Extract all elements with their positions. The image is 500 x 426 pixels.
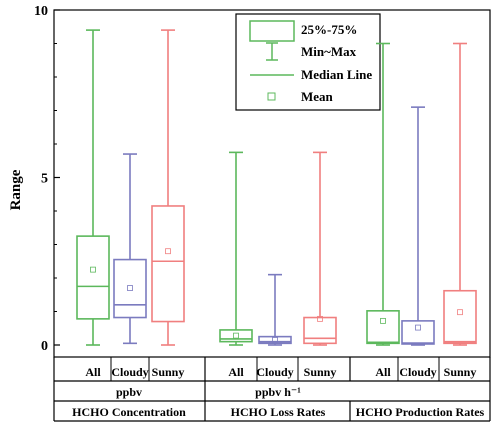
unit-label: ppbv bbox=[116, 385, 142, 399]
category-table: All Cloudy Sunny All Cloudy Sunny All Cloudy Sun… bbox=[53, 357, 491, 422]
iqr-box bbox=[219, 329, 253, 343]
box-hcho-loss-rates-cloudy bbox=[258, 273, 292, 346]
group-label: HCHO Loss Rates bbox=[231, 405, 326, 419]
box-hcho-loss-rates-all bbox=[219, 151, 253, 346]
iqr-box bbox=[151, 205, 185, 323]
category-label-cloudy: Cloudy bbox=[399, 365, 436, 379]
legend-entry-minmax: Min~Max bbox=[301, 44, 357, 59]
category-label-all: All bbox=[85, 365, 101, 379]
y-tick-label-0: 0 bbox=[41, 339, 48, 354]
category-label-cloudy: Cloudy bbox=[256, 365, 293, 379]
mean-marker bbox=[415, 324, 421, 331]
y-axis-label: Range bbox=[8, 169, 24, 210]
box-hcho-production-rates-sunny bbox=[443, 42, 477, 346]
mean-marker bbox=[317, 315, 323, 322]
box-hcho-production-rates-cloudy bbox=[401, 106, 435, 346]
group-label: HCHO Production Rates bbox=[356, 405, 485, 419]
legend-entry-median: Median Line bbox=[301, 67, 372, 82]
mean-marker bbox=[90, 266, 96, 273]
mean-marker bbox=[233, 332, 239, 339]
unit-label: ppbv h⁻¹ bbox=[255, 385, 301, 399]
legend-box-swatch bbox=[249, 20, 295, 42]
plot-frame bbox=[53, 9, 491, 358]
category-label-all: All bbox=[375, 365, 391, 379]
box-series bbox=[76, 29, 477, 346]
y-tick-label-10: 10 bbox=[34, 4, 48, 19]
iqr-box bbox=[443, 289, 477, 345]
iqr-box bbox=[401, 320, 435, 345]
mean-marker bbox=[380, 317, 386, 324]
legend-mean-swatch bbox=[267, 92, 276, 101]
box-hcho-concentration-sunny bbox=[151, 29, 185, 346]
mean-marker bbox=[165, 248, 171, 255]
category-label-sunny: Sunny bbox=[152, 365, 185, 379]
legend-entry-box: 25%-75% bbox=[301, 22, 357, 37]
y-axis-ticks: 0 5 10 bbox=[34, 4, 60, 354]
box-hcho-loss-rates-sunny bbox=[303, 151, 337, 346]
mean-marker bbox=[127, 285, 133, 291]
category-label-sunny: Sunny bbox=[444, 365, 477, 379]
category-label-cloudy: Cloudy bbox=[111, 365, 148, 379]
mean-marker bbox=[457, 309, 463, 316]
iqr-box bbox=[258, 335, 292, 345]
y-tick-label-5: 5 bbox=[41, 172, 48, 187]
legend: 25%-75% Min~Max Median Line Mean bbox=[235, 13, 381, 111]
group-label: HCHO Concentration bbox=[72, 405, 186, 419]
iqr-box bbox=[366, 310, 400, 345]
iqr-box bbox=[76, 235, 110, 320]
iqr-box bbox=[303, 316, 337, 345]
category-label-all: All bbox=[228, 365, 244, 379]
category-label-sunny: Sunny bbox=[304, 365, 337, 379]
legend-entry-mean: Mean bbox=[301, 89, 334, 104]
box-hcho-production-rates-all bbox=[366, 42, 400, 346]
iqr-box bbox=[113, 258, 147, 319]
box-hcho-concentration-cloudy bbox=[113, 153, 147, 345]
legend-frame bbox=[235, 13, 381, 111]
box-hcho-concentration-all bbox=[76, 29, 110, 346]
mean-marker bbox=[272, 337, 278, 343]
